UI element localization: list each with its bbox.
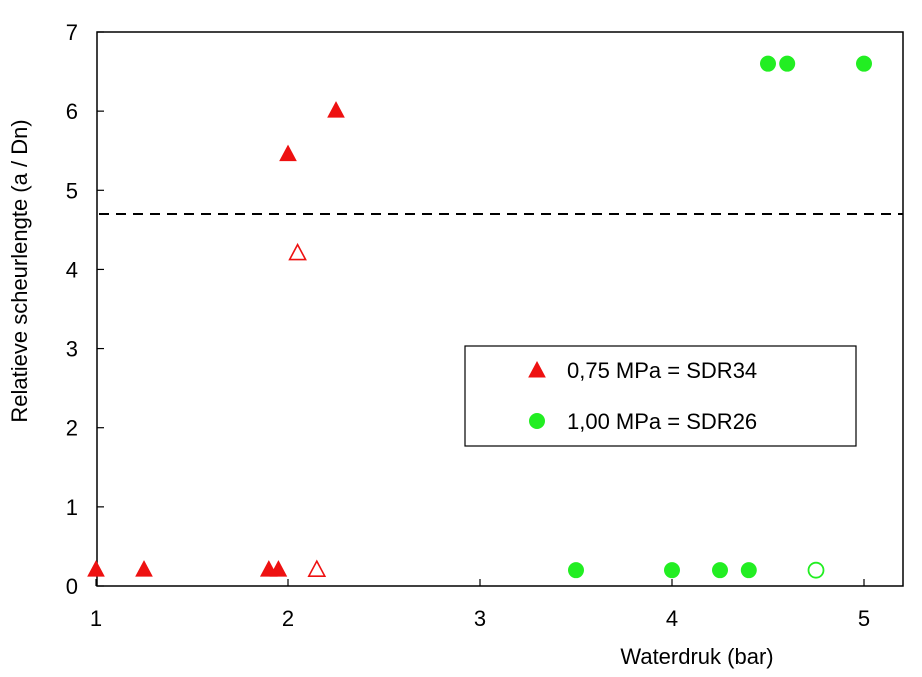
x-tick-label: 3 bbox=[474, 606, 486, 631]
legend-triangle-marker bbox=[528, 360, 546, 378]
circle-point-open bbox=[807, 561, 825, 579]
x-tick-label: 2 bbox=[282, 606, 294, 631]
y-axis: 0 1 2 3 4 5 6 7 bbox=[66, 20, 104, 599]
circle-point bbox=[740, 562, 757, 579]
y-tick-label: 1 bbox=[66, 495, 78, 520]
y-tick-label: 2 bbox=[66, 416, 78, 441]
x-tick-label: 1 bbox=[90, 606, 102, 631]
y-tick-label: 3 bbox=[66, 337, 78, 362]
circle-point bbox=[712, 562, 728, 579]
y-tick-label: 0 bbox=[66, 574, 78, 599]
circle-point bbox=[664, 562, 680, 579]
triangle-point-open bbox=[307, 559, 327, 577]
triangle-point bbox=[269, 560, 288, 577]
x-tick-label: 4 bbox=[666, 606, 678, 631]
y-axis-title: Relatieve scheurlengte (a / Dn) bbox=[7, 119, 32, 422]
circle-point bbox=[760, 55, 776, 72]
triangle-point-open bbox=[288, 242, 307, 261]
legend-circle-marker bbox=[529, 413, 545, 429]
triangle-point bbox=[87, 560, 105, 577]
plot-area bbox=[96, 31, 904, 587]
x-axis: 1 2 3 4 5 bbox=[90, 579, 870, 631]
y-tick-label: 4 bbox=[66, 257, 78, 282]
legend: 0,75 MPa = SDR34 1,00 MPa = SDR26 bbox=[464, 345, 857, 447]
circle-point bbox=[779, 55, 796, 72]
y-tick-label: 7 bbox=[66, 20, 78, 45]
legend-box bbox=[464, 345, 857, 447]
triangle-point bbox=[279, 144, 297, 162]
data-points bbox=[87, 55, 872, 579]
y-tick-label: 6 bbox=[66, 99, 78, 124]
legend-label-sdr26: 1,00 MPa = SDR26 bbox=[567, 409, 757, 434]
circle-point bbox=[856, 55, 872, 72]
triangle-point bbox=[135, 560, 153, 577]
legend-label-sdr34: 0,75 MPa = SDR34 bbox=[567, 358, 757, 383]
x-axis-title: Waterdruk (bar) bbox=[620, 644, 773, 669]
triangle-point bbox=[327, 101, 345, 118]
y-tick-label: 5 bbox=[66, 178, 78, 203]
x-tick-label: 5 bbox=[858, 606, 870, 631]
circle-point bbox=[568, 562, 584, 579]
